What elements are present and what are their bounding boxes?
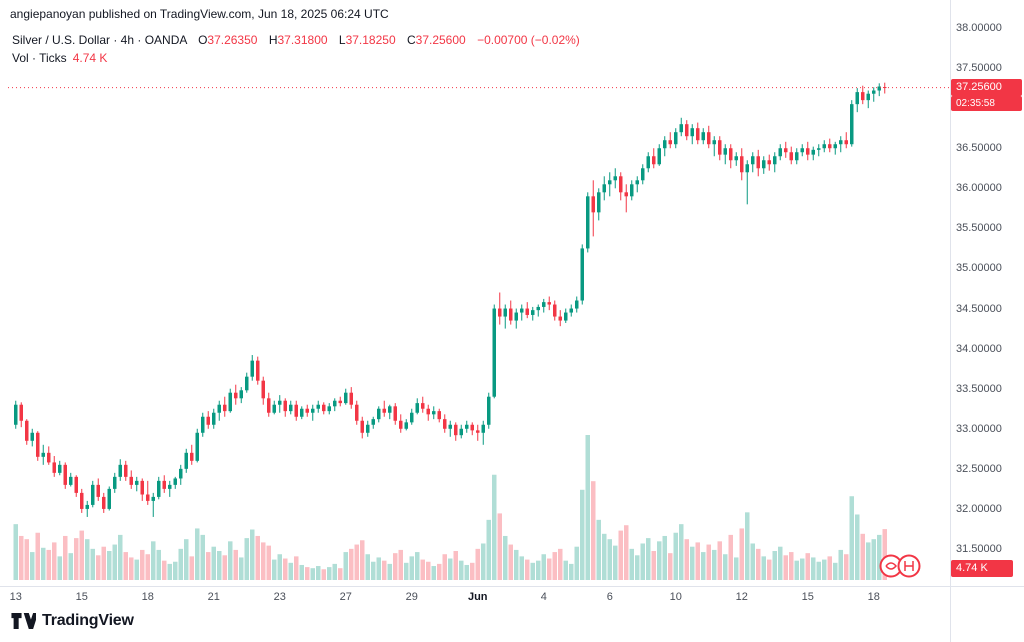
ohlc-high: H37.31800 (268, 33, 328, 47)
price-axis-label: 31.50000 (956, 543, 1002, 555)
time-axis-label: 12 (735, 591, 748, 603)
time-axis-label: 4 (540, 591, 547, 603)
price-axis-label: 35.50000 (956, 222, 1002, 235)
tradingview-logo-text: TradingView (42, 612, 134, 629)
attribution-text: angiepanoyan published on TradingView.co… (10, 7, 389, 21)
price-axis-label: 34.50000 (956, 302, 1002, 315)
price-axis-label: 32.00000 (956, 502, 1002, 515)
ohlc-open: O37.26350 (198, 33, 258, 47)
time-axis-label: 18 (867, 591, 880, 603)
tradingview-logo-icon (10, 611, 36, 631)
time-axis-label: Jun (467, 591, 488, 603)
ohlc-open-value: 37.26350 (207, 33, 258, 47)
price-change: −0.00700 (−0.02%) (477, 33, 580, 47)
legend: Silver / U.S. Dollar · 4h · OANDA O37.26… (12, 33, 580, 47)
ohlc-close: C37.25600 (406, 33, 466, 47)
price-axis-divider (950, 0, 951, 642)
volume-legend: Vol · Ticks 4.74 K (12, 51, 107, 65)
tradingview-logo[interactable]: TradingView (10, 611, 134, 631)
time-axis-label: 23 (273, 591, 286, 603)
time-axis-label: 21 (207, 591, 220, 603)
volume-legend-value: 4.74 K (72, 51, 108, 65)
price-axis-label: 36.50000 (956, 142, 1002, 155)
time-axis-label: 6 (606, 591, 613, 603)
price-axis-label: 33.00000 (956, 422, 1002, 435)
volume-legend-label[interactable]: Vol · Ticks (12, 51, 67, 65)
price-axis-label: 34.00000 (956, 342, 1002, 355)
volume-badge: 4.74 K (951, 560, 1013, 577)
ohlc-high-value: 37.31800 (277, 33, 328, 47)
price-axis-label: 37.50000 (956, 62, 1002, 75)
time-axis-label: 27 (339, 591, 352, 603)
time-axis-label: 29 (405, 591, 418, 603)
symbol-title[interactable]: Silver / U.S. Dollar · 4h · OANDA (12, 33, 187, 47)
price-axis-label: 33.50000 (956, 382, 1002, 395)
ohlc-low-value: 37.18250 (345, 33, 396, 47)
ohlc-close-value: 37.25600 (415, 33, 466, 47)
time-axis-divider (0, 586, 1024, 587)
price-axis-label: 36.00000 (956, 182, 1002, 195)
ohlc-low: L37.18250 (338, 33, 396, 47)
time-axis-label: 15 (801, 591, 814, 603)
price-axis-label: 38.00000 (956, 22, 1002, 34)
time-axis-label: 13 (9, 591, 22, 603)
last-price-badge: 37.25600 (951, 79, 1022, 97)
price-axis-label: 32.50000 (956, 462, 1002, 475)
time-axis-label: 18 (141, 591, 154, 603)
time-axis-label: 15 (75, 591, 88, 603)
countdown-badge: 02:35:58 (951, 96, 1022, 112)
symbol-logo-icons (878, 552, 924, 580)
time-axis-label: 10 (669, 591, 682, 603)
price-axis-label: 35.00000 (956, 262, 1002, 275)
